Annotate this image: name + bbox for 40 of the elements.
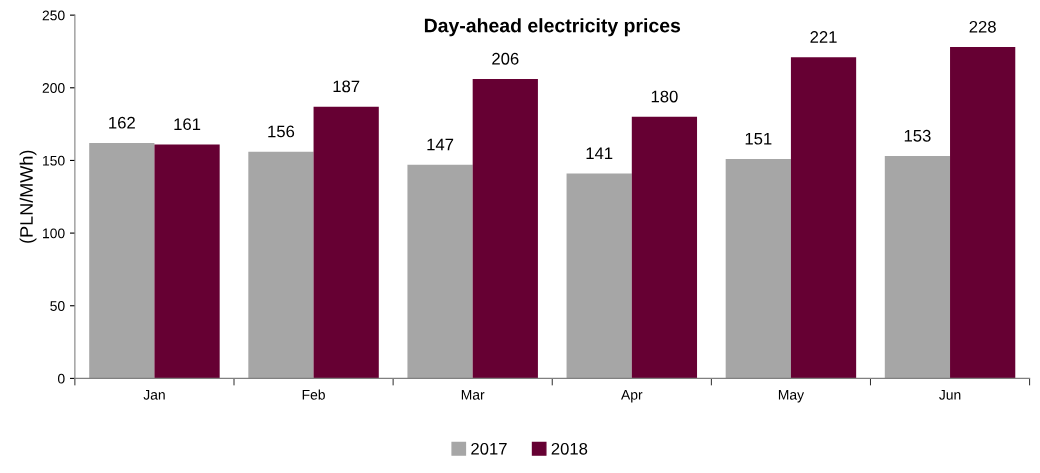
bar	[472, 79, 538, 379]
data-label: 180	[651, 90, 678, 103]
bar	[950, 47, 1016, 379]
data-label: 141	[586, 147, 613, 159]
y-tick-label: 250	[42, 10, 65, 21]
x-tick-label: May	[778, 390, 805, 403]
legend-label: 2017	[471, 442, 507, 455]
y-tick-label: 150	[43, 155, 65, 166]
x-tick-label: Mar	[461, 390, 485, 400]
data-label: 147	[427, 138, 454, 151]
bar	[566, 173, 632, 379]
chart-title: Day-ahead electricity prices	[424, 18, 681, 37]
data-label: 206	[492, 52, 519, 65]
data-label: 187	[333, 80, 360, 93]
y-tick-label: 200	[42, 83, 65, 93]
data-label: 151	[745, 132, 772, 145]
x-tick-label: Apr	[621, 390, 643, 403]
data-label: 221	[810, 31, 837, 43]
data-label: 153	[904, 129, 931, 142]
bar	[790, 57, 857, 379]
data-label: 162	[109, 116, 135, 129]
y-tick-label: 0	[57, 373, 65, 384]
y-axis-title: (PLN/MWh)	[19, 150, 37, 243]
x-tick-label: Jan	[143, 390, 165, 400]
x-tick-label: Feb	[302, 389, 325, 400]
bar	[884, 156, 951, 379]
bar	[154, 144, 220, 379]
bar	[407, 164, 473, 379]
y-tick-label: 50	[50, 301, 65, 311]
data-label: 228	[969, 20, 996, 33]
bar	[89, 143, 155, 379]
bar	[631, 116, 698, 379]
bar	[313, 106, 379, 379]
data-label: 161	[174, 118, 201, 131]
x-tick-label: Jun	[939, 390, 961, 400]
legend-label: 2018	[551, 442, 588, 455]
bar	[725, 158, 791, 379]
data-label: 156	[268, 125, 295, 138]
y-tick-label: 100	[43, 228, 65, 239]
bar	[248, 151, 314, 379]
